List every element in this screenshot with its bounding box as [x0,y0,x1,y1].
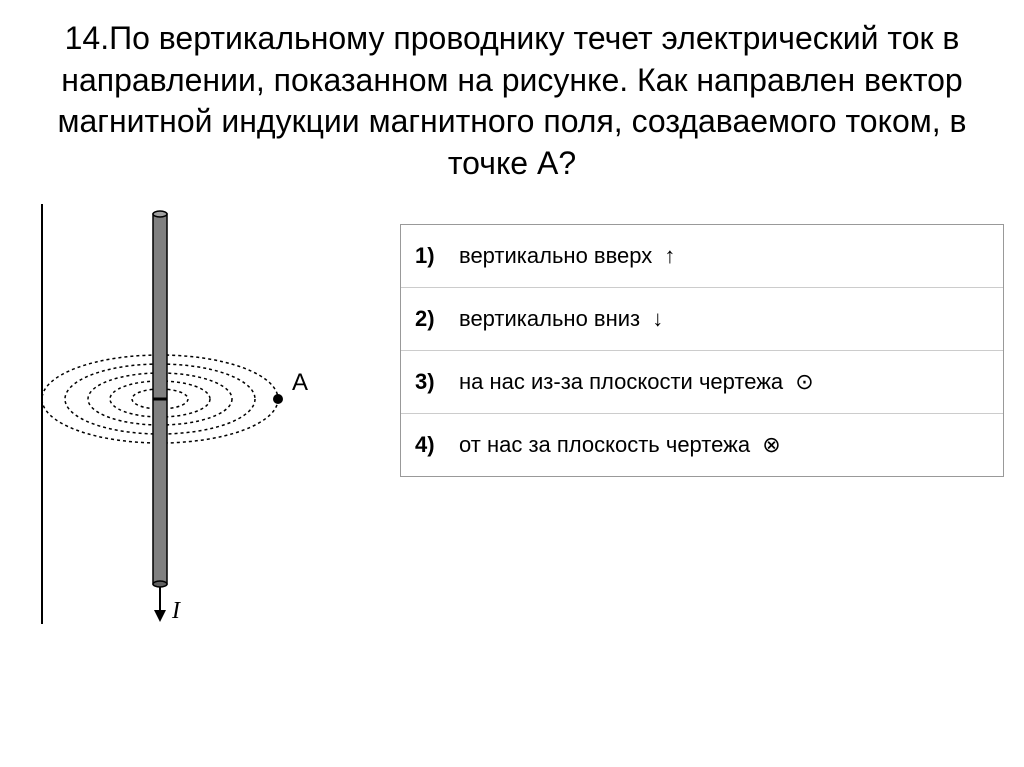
wire-conductor [153,211,167,587]
option-text-content: от нас за плоскость чертежа [459,432,750,457]
current-label: I [171,598,181,624]
circle-cross-icon: ⊗ [762,432,780,457]
figure-column: A I [20,204,360,624]
arrow-down-icon: ↓ [652,306,663,331]
arrow-up-icon: ↑ [664,243,675,268]
point-a-label: A [292,369,308,396]
option-number: 2) [415,306,441,332]
option-text: вертикально вниз ↓ [459,306,989,332]
option-text-content: вертикально вниз [459,306,640,331]
option-row: 1) вертикально вверх ↑ [401,225,1003,288]
option-number: 3) [415,369,441,395]
content-row: A I 1) вертикально вверх ↑ 2) вертикальн… [0,194,1024,624]
option-row: 2) вертикально вниз ↓ [401,288,1003,351]
option-row: 4) от нас за плоскость чертежа ⊗ [401,414,1003,476]
question-title: 14.По вертикальному проводнику течет эле… [0,0,1024,194]
option-text: на нас из-за плоскости чертежа ⊙ [459,369,989,395]
option-text-content: вертикально вверх [459,243,652,268]
option-text: вертикально вверх ↑ [459,243,989,269]
option-number: 4) [415,432,441,458]
option-text-content: на нас из-за плоскости чертежа [459,369,783,394]
physics-figure: A I [40,204,340,624]
options-box: 1) вертикально вверх ↑ 2) вертикально вн… [400,224,1004,477]
circle-dot-icon: ⊙ [795,369,813,394]
option-text: от нас за плоскость чертежа ⊗ [459,432,989,458]
point-a-marker [273,394,283,404]
current-arrow-head [154,610,166,622]
option-number: 1) [415,243,441,269]
question-number: 14. [65,20,109,56]
option-row: 3) на нас из-за плоскости чертежа ⊙ [401,351,1003,414]
question-text: По вертикальному проводнику течет электр… [57,20,966,181]
